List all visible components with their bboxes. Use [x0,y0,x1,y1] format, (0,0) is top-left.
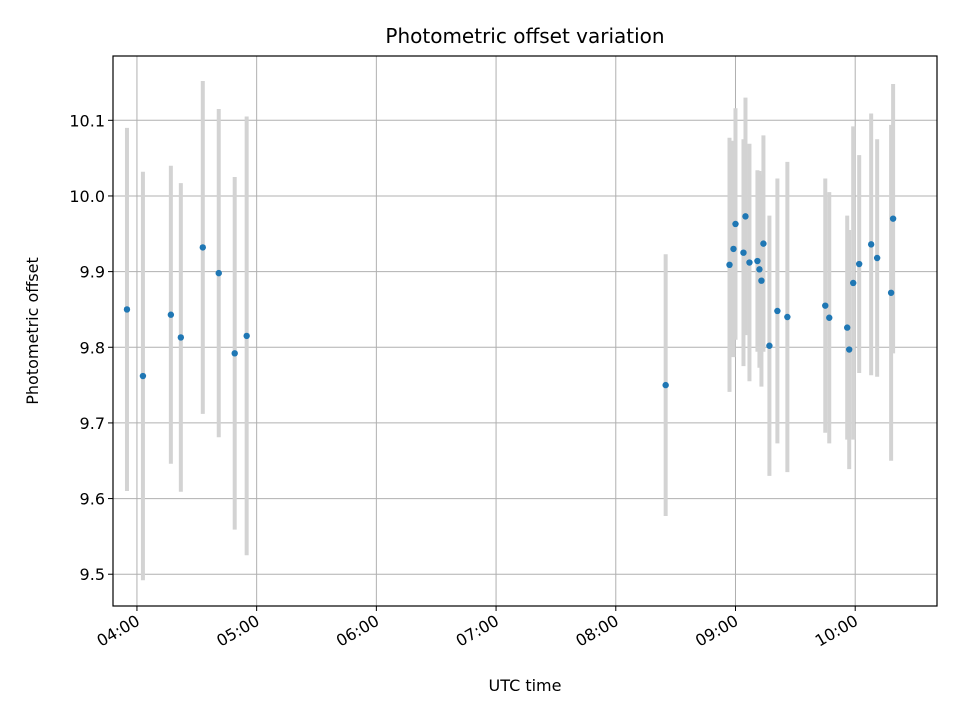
x-tick-label: 05:00 [213,611,262,651]
data-point [177,334,185,341]
data-point [746,259,753,266]
x-tick-label: 04:00 [94,611,143,651]
data-point [740,249,747,256]
data-point [662,381,669,389]
y-tick-label: 9.6 [80,490,105,509]
data-point [732,220,739,228]
data-point [855,260,863,268]
x-tick-label: 09:00 [692,611,741,651]
data-point [760,240,767,247]
data-point [822,302,829,309]
data-point [754,257,761,265]
data-point [889,215,897,222]
data-point [844,324,851,331]
plot-frame [112,55,938,607]
data-point [215,269,222,277]
data-point [123,306,131,313]
data-point [873,254,881,262]
data-point [730,245,737,253]
data-point [758,277,765,284]
data-point [784,313,791,321]
data-point [726,261,733,269]
data-point [826,314,833,321]
data-point [867,241,875,248]
data-point [199,244,206,251]
x-axis: 04:00 05:00 06:00 07:00 08:00 09:00 10:00 [94,606,861,651]
data-point [167,311,175,318]
y-tick-label: 9.5 [80,565,105,584]
error-bars [124,80,896,581]
y-tick-label: 10.0 [69,187,105,206]
y-tick-label: 9.8 [80,338,105,357]
data-point [774,307,781,315]
data-point [846,346,853,353]
data-points [123,213,897,389]
y-axis-label: Photometric offset [23,257,42,405]
y-tick-label: 9.9 [80,263,105,282]
data-point [139,372,147,380]
y-tick-label: 9.7 [80,414,105,433]
x-tick-label: 10:00 [812,611,861,651]
y-tick-label: 10.1 [69,111,105,130]
y-axis: 9.5 9.6 9.7 9.8 9.9 10.0 10.1 [69,111,113,584]
data-point [756,266,763,273]
data-point [243,332,250,340]
data-point [231,350,238,357]
x-tick-label: 08:00 [572,611,621,651]
x-tick-label: 06:00 [333,611,382,651]
data-point [742,213,749,220]
data-point [766,342,773,349]
data-point [850,279,857,287]
data-point [887,289,895,296]
x-axis-label: UTC time [489,676,562,695]
chart-title: Photometric offset variation [385,24,664,48]
x-tick-label: 07:00 [453,611,502,651]
